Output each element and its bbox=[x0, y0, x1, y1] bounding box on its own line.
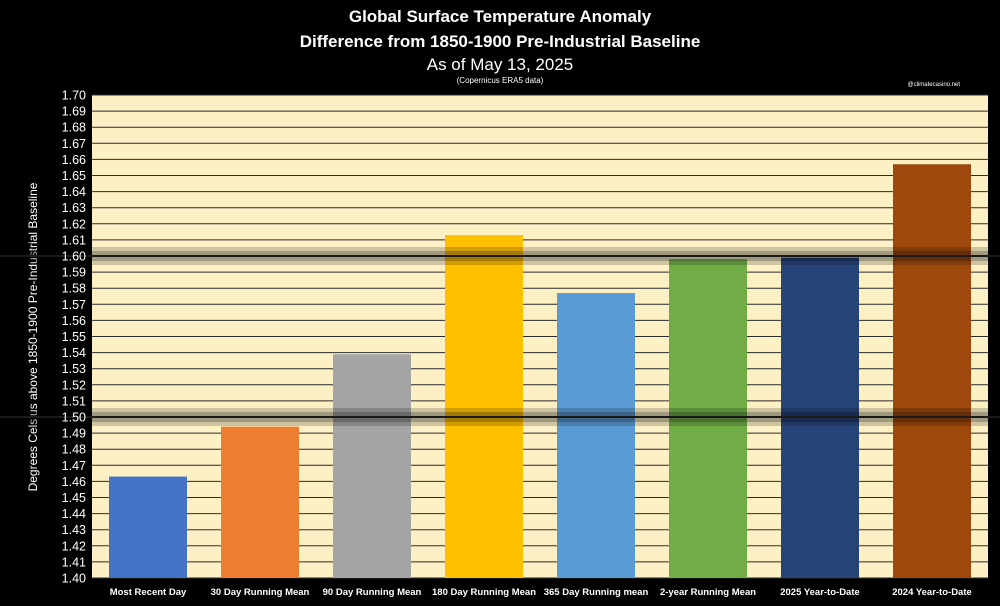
bar-1 bbox=[221, 426, 299, 578]
y-tick-label: 1.46 bbox=[62, 475, 86, 489]
y-tick-label: 1.67 bbox=[62, 137, 86, 151]
y-tick-label: 1.61 bbox=[62, 233, 86, 247]
y-tick-label: 1.68 bbox=[62, 121, 86, 135]
y-tick-label: 1.57 bbox=[62, 298, 86, 312]
bar-3 bbox=[445, 235, 523, 578]
y-tick-label: 1.48 bbox=[62, 443, 86, 457]
reference-lines bbox=[0, 247, 1000, 426]
bar-2 bbox=[333, 354, 411, 578]
chart-data-source: (Copernicus ERA5 data) bbox=[457, 76, 544, 85]
y-tick-label: 1.47 bbox=[62, 459, 86, 473]
chart-date-line: As of May 13, 2025 bbox=[427, 55, 573, 74]
y-tick-label: 1.64 bbox=[62, 185, 86, 199]
y-tick-label: 1.65 bbox=[62, 169, 86, 183]
y-tick-label: 1.51 bbox=[62, 394, 86, 408]
x-tick-label: Most Recent Day bbox=[110, 587, 187, 598]
y-tick-label: 1.56 bbox=[62, 314, 86, 328]
y-tick-label: 1.54 bbox=[62, 346, 86, 360]
y-tick-label: 1.53 bbox=[62, 362, 86, 376]
y-tick-label: 1.60 bbox=[62, 250, 86, 264]
bar-4 bbox=[557, 293, 635, 578]
x-tick-label: 2025 Year-to-Date bbox=[780, 587, 860, 598]
y-tick-label: 1.69 bbox=[62, 105, 86, 119]
y-tick-label: 1.59 bbox=[62, 266, 86, 280]
y-tick-label: 1.49 bbox=[62, 427, 86, 441]
bar-5 bbox=[669, 259, 747, 578]
bar-7 bbox=[893, 164, 971, 579]
x-tick-label: 2024 Year-to-Date bbox=[892, 587, 972, 598]
y-tick-label: 1.62 bbox=[62, 217, 86, 231]
y-axis-ticks: 1.40 1.41 1.42 1.43 1.44 1.45 1.46 1.47 1.48 1.49… bbox=[62, 89, 86, 586]
y-tick-label: 1.52 bbox=[62, 378, 86, 392]
y-tick-label: 1.58 bbox=[62, 282, 86, 296]
x-tick-label: 180 Day Running Mean bbox=[432, 587, 536, 598]
chart-subtitle: Difference from 1850-1900 Pre-Industrial… bbox=[300, 32, 701, 51]
y-tick-label: 1.70 bbox=[62, 89, 86, 103]
y-tick-label: 1.40 bbox=[62, 572, 86, 586]
y-tick-label: 1.45 bbox=[62, 491, 86, 505]
y-tick-label: 1.66 bbox=[62, 153, 86, 167]
y-tick-label: 1.43 bbox=[62, 523, 86, 537]
y-tick-label: 1.41 bbox=[62, 555, 86, 569]
y-tick-label: 1.42 bbox=[62, 539, 86, 553]
y-tick-label: 1.44 bbox=[62, 507, 86, 521]
x-tick-label: 30 Day Running Mean bbox=[211, 587, 310, 598]
chart-title: Global Surface Temperature Anomaly bbox=[349, 7, 652, 26]
bars bbox=[109, 164, 971, 579]
y-tick-label: 1.55 bbox=[62, 330, 86, 344]
bar-0 bbox=[109, 476, 187, 578]
y-axis-label: Degrees Celsius above 1850-1900 Pre-Indu… bbox=[26, 182, 40, 491]
credit-watermark: @climatecasino.net bbox=[908, 82, 961, 88]
y-tick-label: 1.50 bbox=[62, 411, 86, 425]
x-tick-label: 90 Day Running Mean bbox=[323, 587, 422, 598]
x-axis-ticks: Most Recent Day 30 Day Running Mean 90 Day… bbox=[110, 587, 972, 598]
y-tick-label: 1.63 bbox=[62, 201, 86, 215]
x-tick-label: 2-year Running Mean bbox=[660, 587, 756, 598]
x-tick-label: 365 Day Running mean bbox=[544, 587, 649, 598]
